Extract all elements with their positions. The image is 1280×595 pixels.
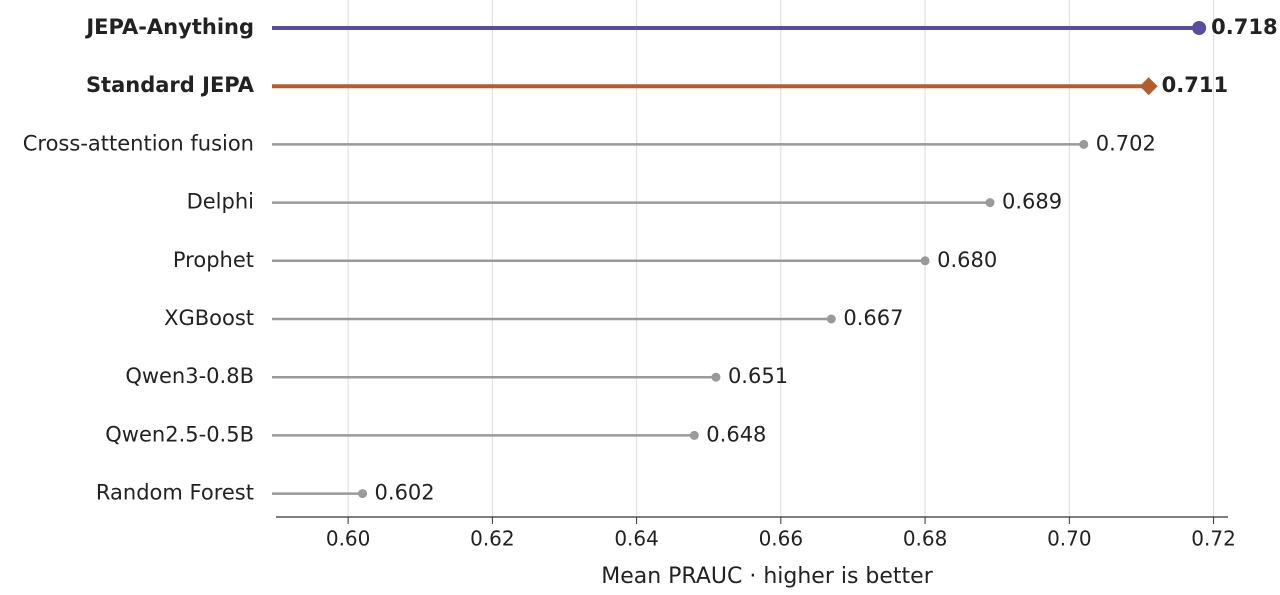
- lollipop-marker: [358, 489, 368, 499]
- lollipop-marker: [826, 314, 836, 324]
- value-label: 0.718: [1211, 15, 1277, 39]
- value-label: 0.651: [728, 364, 788, 388]
- x-tick-label: 0.70: [1047, 527, 1092, 551]
- lollipop-marker: [711, 372, 721, 382]
- category-label: Qwen2.5-0.5B: [105, 422, 254, 446]
- lollipop-marker: [1079, 139, 1089, 149]
- lollipop-marker: [689, 430, 699, 440]
- lollipop-marker: [1139, 77, 1158, 96]
- category-label: Delphi: [187, 190, 254, 214]
- x-tick-label: 0.62: [470, 527, 515, 551]
- x-tick-label: 0.68: [903, 527, 948, 551]
- category-label: JEPA-Anything: [84, 15, 254, 39]
- category-label: Standard JEPA: [86, 73, 255, 97]
- category-label: Cross-attention fusion: [23, 131, 254, 155]
- x-tick-label: 0.66: [759, 527, 804, 551]
- category-label: Random Forest: [96, 481, 254, 505]
- category-label: Qwen3-0.8B: [125, 364, 254, 388]
- value-label: 0.680: [937, 248, 997, 272]
- x-axis-label: Mean PRAUC · higher is better: [601, 564, 933, 589]
- value-label: 0.667: [843, 306, 903, 330]
- value-label: 0.711: [1162, 73, 1228, 97]
- value-label: 0.602: [375, 481, 435, 505]
- value-label: 0.648: [706, 422, 766, 446]
- lollipop-marker: [1192, 21, 1207, 35]
- x-tick-label: 0.64: [614, 527, 659, 551]
- x-tick-label: 0.72: [1191, 527, 1236, 551]
- category-label: XGBoost: [164, 306, 254, 330]
- value-label: 0.702: [1096, 131, 1156, 155]
- x-tick-label: 0.60: [326, 527, 371, 551]
- category-label: Prophet: [173, 248, 254, 272]
- lollipop-marker: [985, 198, 995, 208]
- lollipop-marker: [920, 256, 930, 266]
- value-label: 0.689: [1002, 190, 1062, 214]
